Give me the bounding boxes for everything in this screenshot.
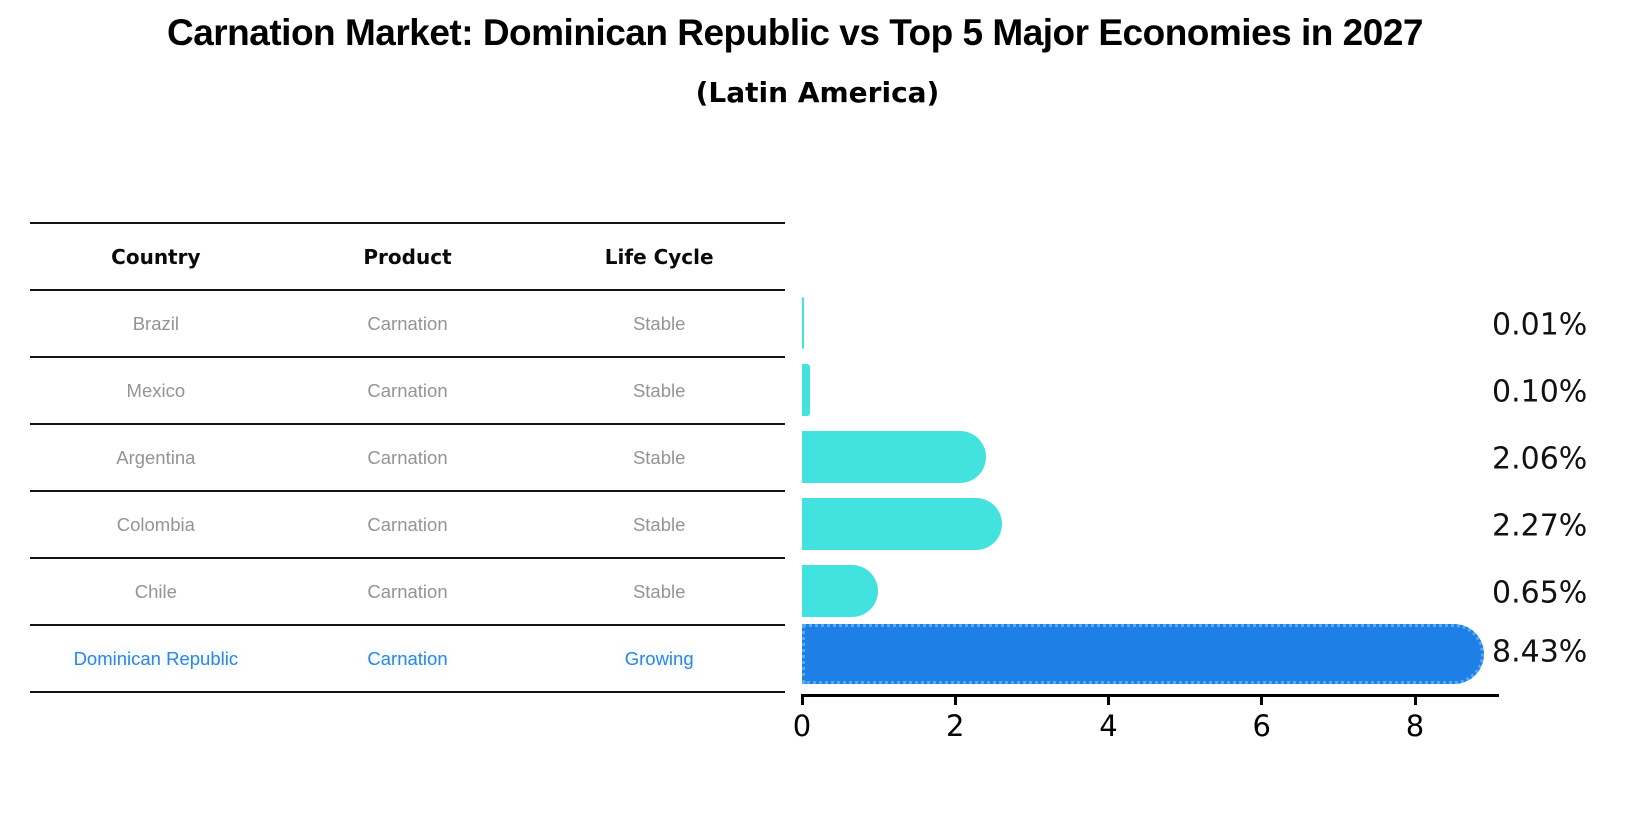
value-label-argentina: 2.06% (1492, 441, 1588, 476)
bar-chart-plot-area (802, 222, 1502, 691)
x-axis-tick-label: 0 (792, 709, 812, 743)
x-axis-tick-label: 8 (1405, 709, 1425, 743)
table-row: Argentina Carnation Stable (30, 425, 785, 492)
column-header-country: Country (111, 244, 201, 269)
table-row: Colombia Carnation Stable (30, 492, 785, 559)
table-row: Mexico Carnation Stable (30, 358, 785, 425)
x-axis-tick (953, 696, 957, 705)
bar-argentina (802, 430, 986, 483)
page-subtitle: (Latin America) (695, 76, 940, 109)
x-axis-tick (800, 696, 804, 705)
bar-mexico (802, 363, 810, 416)
column-header-life-cycle: Life Cycle (604, 244, 714, 269)
x-axis-line (801, 694, 1499, 697)
cell-country: Chile (134, 580, 177, 602)
table-header-row: Country Product Life Cycle (30, 224, 785, 291)
cell-product: Carnation (367, 580, 448, 602)
page-title: Carnation Market: Dominican Republic vs … (166, 12, 1424, 53)
column-header-product: Product (363, 244, 452, 269)
value-label-mexico: 0.10% (1492, 374, 1588, 409)
cell-product: Carnation (367, 379, 448, 401)
cell-life-cycle: Stable (632, 513, 686, 535)
cell-country: Argentina (116, 446, 196, 468)
cell-life-cycle: Stable (632, 312, 686, 334)
cell-product: Carnation (367, 312, 448, 334)
value-label-dominican-republic: 8.43% (1492, 634, 1588, 669)
table-body: Brazil Carnation Stable Mexico Carnation Stab… (30, 291, 785, 693)
table-row: Chile Carnation Stable (30, 559, 785, 626)
x-axis-tick-label: 4 (1099, 709, 1118, 743)
bar-chile (802, 564, 878, 617)
x-axis-tick (1107, 696, 1110, 705)
value-label-chile: 0.65% (1492, 575, 1588, 610)
cell-life-cycle: Stable (632, 379, 686, 401)
cell-country: Brazil (132, 312, 179, 334)
x-axis-tick-label: 2 (946, 709, 965, 743)
table-row: Brazil Carnation Stable (30, 291, 785, 358)
cell-life-cycle: Stable (632, 580, 686, 602)
value-label-brazil: 0.01% (1492, 307, 1588, 342)
value-label-colombia: 2.27% (1492, 508, 1588, 543)
x-axis-tick-label: 6 (1252, 709, 1271, 743)
cell-life-cycle: Growing (624, 647, 694, 669)
bar-brazil (802, 296, 804, 349)
cell-product: Carnation (367, 513, 448, 535)
x-axis-tick (1413, 696, 1417, 705)
bar-colombia (802, 497, 1002, 550)
cell-country: Mexico (126, 379, 186, 401)
country-product-table: Country Product Life Cycle Brazil Carnati… (30, 222, 785, 693)
x-axis-tick (1260, 696, 1264, 705)
cell-product: Carnation (367, 647, 448, 669)
cell-product: Carnation (367, 446, 448, 468)
bar-dominican-republic (802, 623, 1484, 684)
cell-country: Colombia (116, 513, 195, 535)
table-row: Dominican Republic Carnation Growing (30, 626, 785, 693)
cell-country: Dominican Republic (73, 647, 239, 669)
cell-life-cycle: Stable (632, 446, 686, 468)
